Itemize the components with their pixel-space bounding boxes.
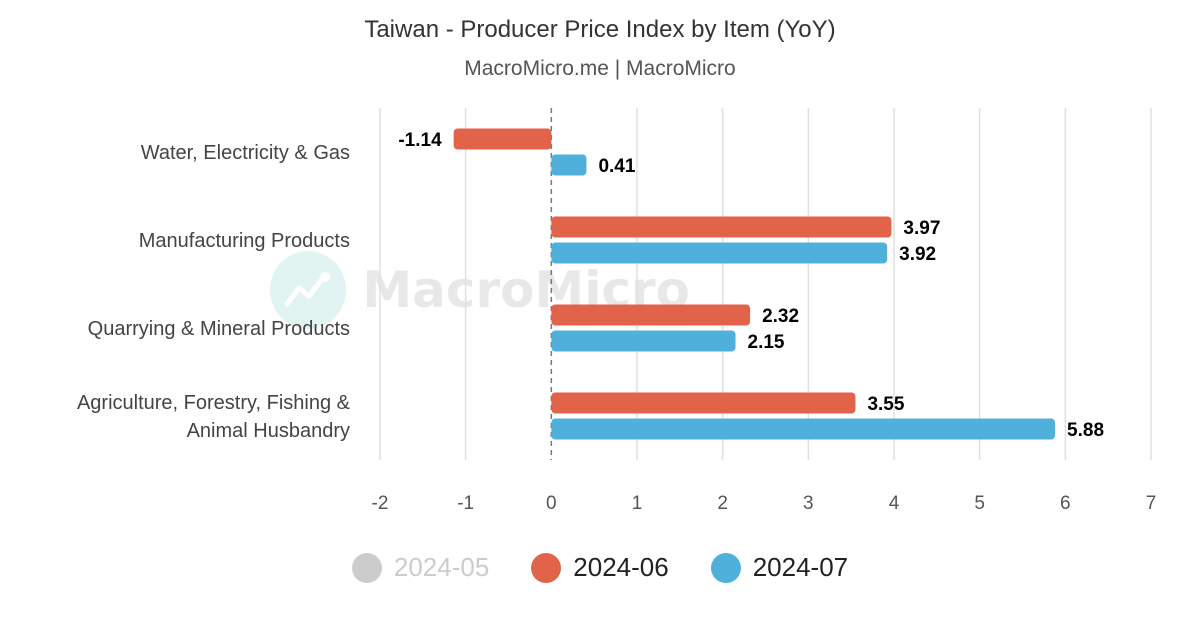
x-tick-label: 2 [717,493,728,514]
bar-2024-07[interactable] [551,154,587,176]
legend-item-2024-05[interactable]: 2024-05 [351,552,490,583]
legend-swatch [710,552,741,583]
bar-2024-06[interactable] [551,304,751,326]
bar-2024-06[interactable] [551,392,856,414]
x-tick-label: 4 [889,493,900,514]
labels: -2 -1 0 1 2 3 4 5 6 7 Water, Electricity & Gas -1.1… [77,130,1156,514]
category-label: Animal Husbandry [187,420,350,442]
chart-subtitle: MacroMicro.me | MacroMicro [464,57,736,80]
x-tick-label: 3 [803,493,814,514]
bar-2024-07[interactable] [551,330,736,352]
data-label: -1.14 [398,130,442,151]
bar-2024-06[interactable] [453,128,552,150]
x-tick-label: 7 [1146,493,1157,514]
bar-2024-07[interactable] [551,242,888,264]
category-label: Quarrying & Mineral Products [88,318,350,340]
chart-title: Taiwan - Producer Price Index by Item (Y… [364,16,836,43]
bar-2024-06[interactable] [551,216,892,238]
bar-2024-07[interactable] [551,418,1056,440]
legend-item-2024-06[interactable]: 2024-06 [531,552,669,583]
legend-label: 2024-06 [573,552,669,582]
data-label: 2.32 [762,306,799,327]
x-tick-label: 5 [974,493,985,514]
legend-swatch [531,552,562,583]
legend: 2024-05 2024-06 2024-07 [0,552,1200,583]
category-label: Water, Electricity & Gas [141,142,350,164]
legend-item-2024-07[interactable]: 2024-07 [710,552,849,583]
data-label: 3.55 [867,394,904,415]
category-label: Manufacturing Products [139,230,350,252]
data-label: 0.41 [598,156,635,177]
x-tick-label: -1 [457,493,474,514]
legend-label: 2024-05 [393,552,490,582]
x-tick-label: -2 [372,493,389,514]
data-label: 2.15 [748,332,785,353]
data-label: 3.97 [903,218,940,239]
legend-label: 2024-07 [752,552,849,582]
bars [453,128,1056,440]
grid [379,108,1152,460]
data-label: 3.92 [899,244,936,265]
x-tick-label: 6 [1060,493,1071,514]
x-tick-label: 1 [632,493,643,514]
data-label: 5.88 [1067,420,1104,441]
x-tick-label: 0 [546,493,557,514]
category-label: Agriculture, Forestry, Fishing & [77,392,351,414]
legend-swatch [351,552,382,583]
